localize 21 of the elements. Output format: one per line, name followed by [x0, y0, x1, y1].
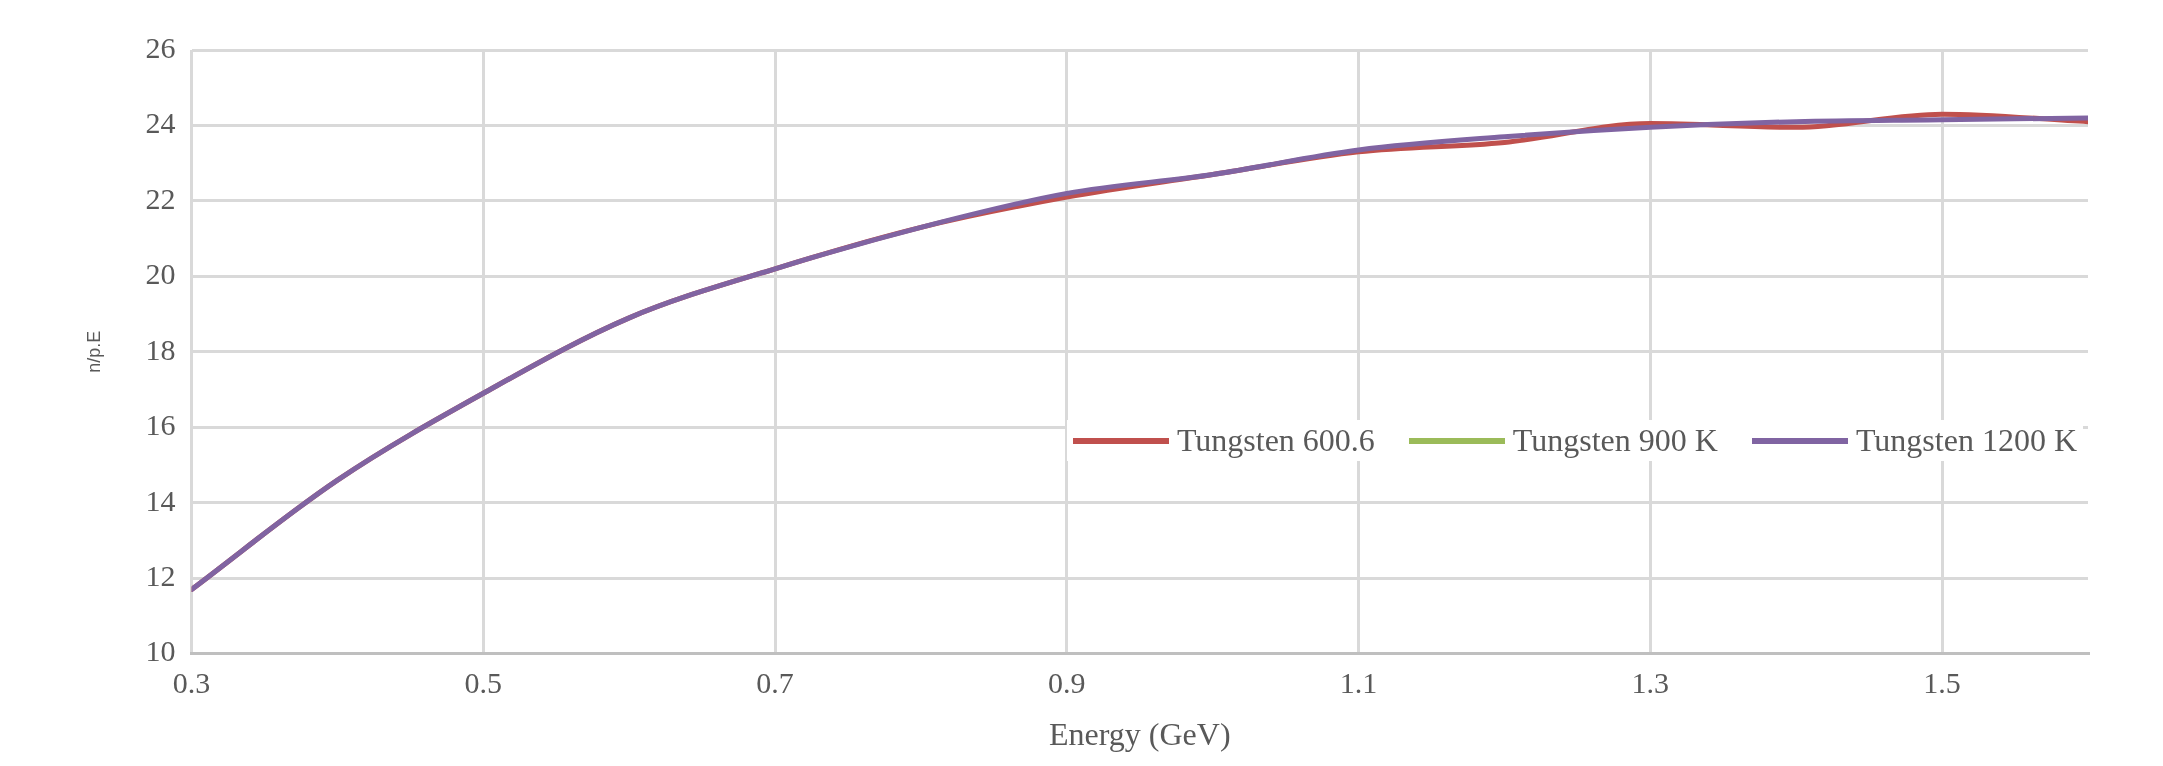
x-tick-label: 0.3: [172, 666, 211, 700]
y-tick-label: 22: [145, 181, 176, 215]
x-tick-label: 1.5: [1923, 666, 1961, 700]
x-tick-label: 1.3: [1631, 666, 1670, 700]
y-tick-label: 12: [145, 559, 176, 593]
y-tick-label: 20: [145, 257, 176, 291]
x-axis-title: Energy (GeV): [1049, 716, 1231, 753]
x-tick-label: 0.9: [1048, 666, 1086, 700]
legend-label: Tungsten 600.6: [1176, 422, 1375, 459]
x-tick-label: 1.1: [1339, 666, 1378, 700]
y-tick-label: 14: [145, 483, 176, 517]
legend-label: Tungsten 900 K: [1512, 422, 1718, 459]
y-tick-label: 24: [145, 106, 176, 140]
y-tick-label: 18: [145, 332, 176, 366]
legend-label: Tungsten 1200 K: [1855, 422, 2077, 459]
y-axis-title: n/p.E: [83, 330, 104, 373]
y-tick-label: 16: [145, 408, 176, 442]
x-tick-label: 0.7: [756, 666, 794, 700]
y-tick-label: 10: [145, 634, 176, 668]
x-tick-label: 0.5: [464, 666, 503, 700]
y-tick-label: 26: [145, 30, 176, 64]
